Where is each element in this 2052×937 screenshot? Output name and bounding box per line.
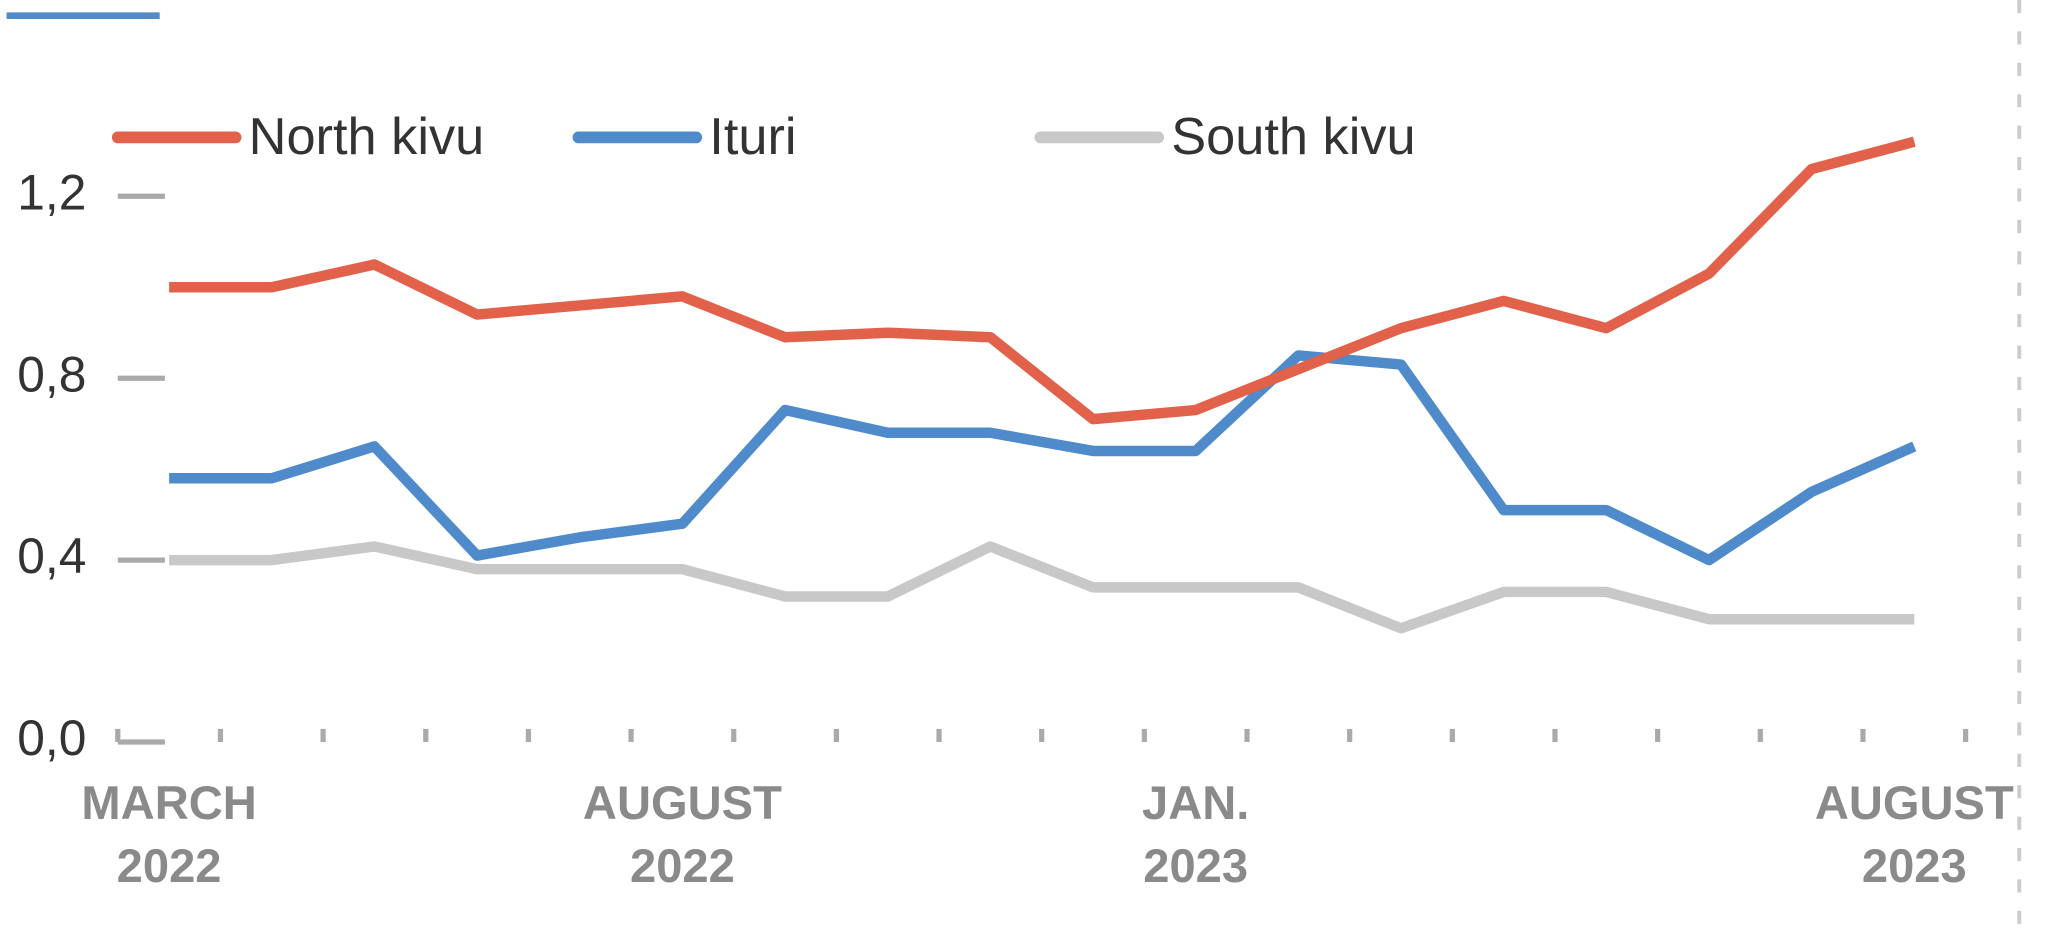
x-tick-label: AUGUST 2022 <box>582 776 782 893</box>
legend-label: South kivu <box>1171 108 1415 166</box>
x-label-box: JAN. 2023 <box>1142 776 1250 893</box>
legend-label: North kivu <box>249 108 485 166</box>
x-label-box: MARCH 2022 <box>81 776 257 893</box>
series-line <box>169 350 1917 566</box>
x-label-box: AUGUST 2022 <box>582 776 782 893</box>
y-tick-label: 1,2 <box>17 164 86 220</box>
y-tick-label: 0,4 <box>17 528 86 584</box>
series-line <box>169 541 1915 634</box>
x-label-box: AUGUST 2023 <box>1814 776 2014 893</box>
x-tick-label: AUGUST 2023 <box>1814 776 2014 893</box>
y-tick-label: 0,8 <box>17 346 86 402</box>
x-tick-label: MARCH 2022 <box>81 776 257 893</box>
y-tick-label: 0,0 <box>17 710 86 766</box>
series-line <box>169 136 1916 425</box>
x-tick-label: JAN. 2023 <box>1142 776 1250 893</box>
legend-label: Ituri <box>709 108 796 166</box>
